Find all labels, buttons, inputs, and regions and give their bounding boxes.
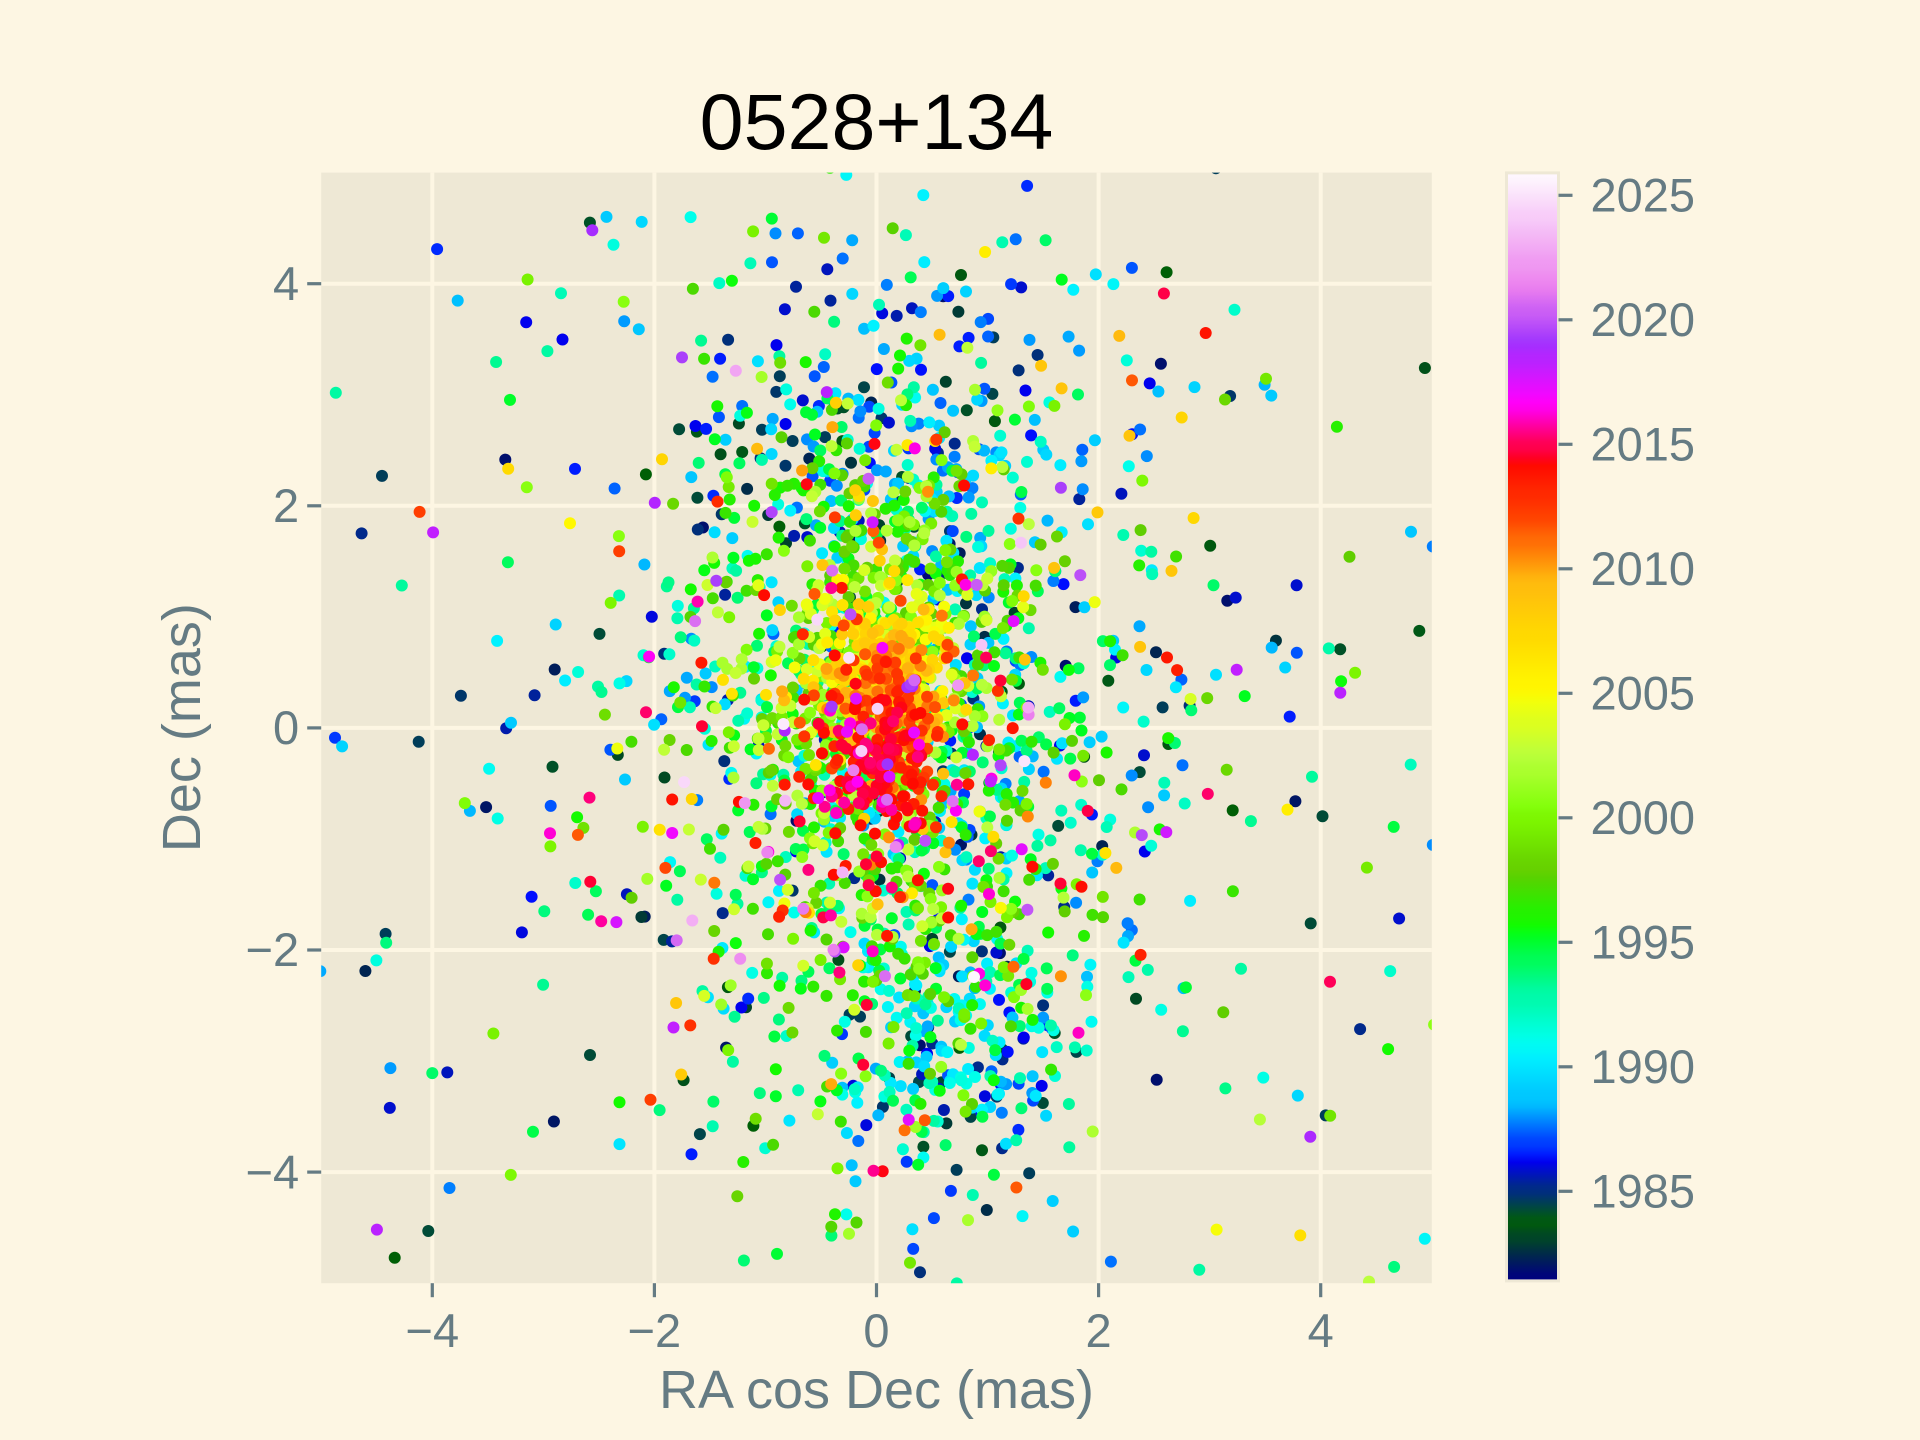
svg-text:0: 0 <box>863 1304 889 1357</box>
svg-text:−4: −4 <box>246 1145 300 1198</box>
svg-text:2025: 2025 <box>1591 169 1696 222</box>
svg-text:Dec (mas): Dec (mas) <box>152 603 212 852</box>
svg-text:1995: 1995 <box>1591 916 1696 969</box>
svg-text:RA cos Dec (mas): RA cos Dec (mas) <box>659 1360 1094 1420</box>
svg-text:1985: 1985 <box>1591 1165 1696 1218</box>
svg-text:0: 0 <box>273 701 299 754</box>
svg-text:0528+134: 0528+134 <box>700 77 1054 166</box>
svg-text:−2: −2 <box>246 923 300 976</box>
svg-text:4: 4 <box>1308 1304 1334 1357</box>
svg-text:−2: −2 <box>628 1304 682 1357</box>
svg-text:2: 2 <box>273 479 299 532</box>
svg-text:4: 4 <box>273 257 299 310</box>
svg-text:2010: 2010 <box>1591 542 1696 595</box>
svg-text:−4: −4 <box>406 1304 460 1357</box>
svg-text:2020: 2020 <box>1591 293 1696 346</box>
svg-text:2015: 2015 <box>1591 418 1696 471</box>
svg-text:2005: 2005 <box>1591 667 1696 720</box>
svg-text:2: 2 <box>1086 1304 1112 1357</box>
svg-text:2000: 2000 <box>1591 791 1696 844</box>
svg-text:1990: 1990 <box>1591 1040 1696 1093</box>
